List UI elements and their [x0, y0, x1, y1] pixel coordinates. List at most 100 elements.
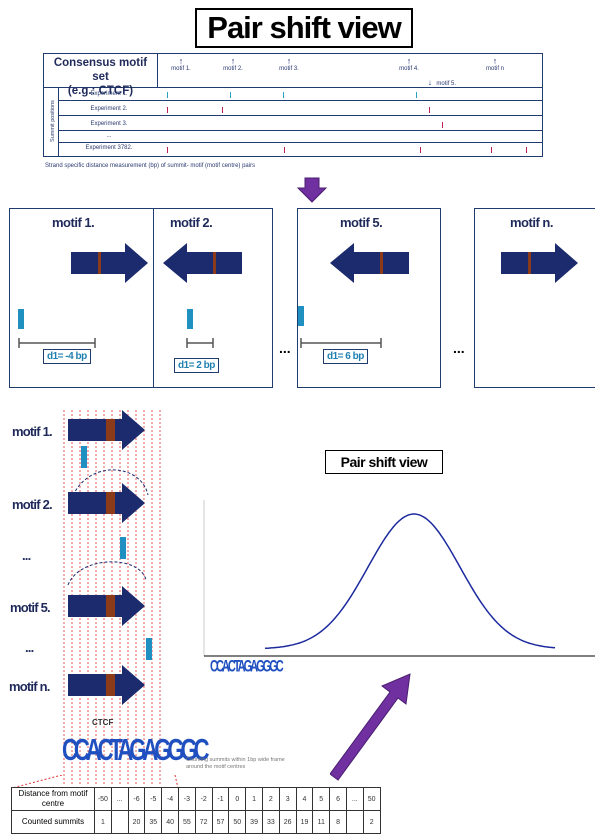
summit-bar [120, 537, 126, 559]
count-cell: 19 [295, 810, 314, 834]
motif-header-3-label: motif 3. [279, 66, 299, 72]
summit-bar [81, 446, 87, 468]
motif-arrow-right-icon [68, 410, 145, 450]
distance-count-table: Distance from motif centre -50 ... -6 -5… [11, 787, 381, 834]
motif-header-4-label: motif 4. [399, 66, 419, 72]
summit-tick [284, 147, 285, 153]
motif-arrow-right-icon [68, 586, 145, 626]
consensus-label-text: Consensus motif set (e.g.: CTCF) [53, 57, 148, 97]
panel-title-motif-n: motif n. [510, 215, 553, 230]
count-cell: 11 [312, 810, 331, 834]
distribution-curve [264, 513, 556, 650]
summit-tick [283, 92, 284, 98]
count-cell: 8 [329, 810, 347, 834]
panel-title-motif-1: motif 1. [52, 215, 95, 230]
motif-arrow-right-icon [501, 243, 578, 283]
panel-title-motif-5: motif 5. [340, 215, 383, 230]
motif-header-3: ↑ motif 3. [274, 56, 304, 72]
chart-logo-letters: CCACTAGAGGGC [210, 658, 284, 676]
motif-header-n: ↑ motif n [480, 56, 510, 72]
count-cell: 20 [127, 810, 146, 834]
distance-label-motif-1: d1= -4 bp [43, 349, 91, 364]
table-connector [11, 775, 179, 789]
summit-bar [187, 309, 193, 329]
row-line [158, 115, 542, 116]
left-label-motif-5: motif 5. [10, 600, 51, 615]
count-cell: 35 [144, 810, 163, 834]
distance-label-motif-5: d1= 6 bp [323, 349, 368, 364]
summit-bar [298, 306, 304, 326]
motif-header-4: ↑ motif 4. [394, 56, 424, 72]
experiment-row-label: Experiment 2. [90, 106, 128, 112]
distance-row-label: Distance from motif centre [11, 787, 95, 811]
up-right-arrow-icon [330, 673, 411, 781]
summit-tick [420, 147, 421, 153]
dist-cell: ... [110, 787, 129, 811]
motif-panel-group-1: motif 1. motif 2. d1= -4 bp d1= 2 bp [9, 208, 273, 388]
summit-tick [491, 147, 492, 153]
alignment-frame [62, 410, 166, 785]
summit-tick [429, 107, 430, 113]
summit-tick [526, 147, 527, 153]
summit-bar [146, 638, 152, 660]
left-label-ellipsis: ... [25, 640, 34, 655]
count-cell: 2 [362, 810, 381, 834]
count-cell [345, 810, 364, 834]
count-cell: 72 [194, 810, 213, 834]
motif-header-n-label: motif n [485, 66, 504, 72]
motif-header-2: ↑ motif 2. [218, 56, 248, 72]
motif-arrow-right-icon [68, 665, 145, 705]
summit-tick [167, 147, 168, 153]
counting-note: Counting summits within 1bp wide frame a… [186, 757, 285, 770]
panel-divider [153, 209, 154, 387]
dist-cell: 5 [312, 787, 331, 811]
count-cell: 39 [245, 810, 263, 834]
distance-row: Distance from motif centre -50 ... -6 -5… [11, 787, 381, 811]
count-row: Counted summits 1 20 35 40 55 72 57 50 3… [11, 810, 381, 834]
dist-cell: 2 [261, 787, 280, 811]
chart-title: Pair shift view [325, 450, 443, 474]
count-row-label: Counted summits [11, 810, 95, 834]
motif-table: Consensus motif set (e.g.: CTCF) ↑ motif… [43, 53, 543, 157]
left-label-motif-n: motif n. [9, 679, 50, 694]
pair-shift-chart [203, 500, 595, 657]
dist-cell: -2 [194, 787, 213, 811]
header-divider [158, 87, 542, 88]
motif-header-1: ↑ motif 1. [166, 56, 196, 72]
dist-cell: -5 [144, 787, 163, 811]
dist-cell: 50 [362, 787, 381, 811]
red-grid-lines [63, 410, 161, 785]
motif-header-5-label: motif 5. [436, 81, 457, 87]
sequence-logo: CTCF CCACTAGAGGGC [62, 718, 209, 773]
summit-tick [167, 92, 168, 98]
distance-label-motif-2: d1= 2 bp [174, 358, 219, 373]
row-line [59, 142, 158, 143]
summit-positions-label: Summit positions [50, 100, 56, 142]
logo-letters: CCACTAGAGGGC [62, 732, 209, 767]
left-label-ellipsis: ... [22, 548, 31, 563]
count-cell: 40 [161, 810, 179, 834]
summit-tick [230, 92, 231, 98]
motif-arrow-left-icon [330, 243, 409, 283]
ellipsis: ... [453, 340, 465, 356]
motif-panel-n: motif n. [474, 208, 595, 388]
left-label-motif-2: motif 2. [12, 497, 53, 512]
dist-cell: -50 [94, 787, 112, 811]
left-label-motif-1: motif 1. [12, 424, 53, 439]
consensus-label: Consensus motif set (e.g.: CTCF) [44, 54, 158, 97]
table-caption: Strand specific distance measurement (bp… [45, 163, 256, 169]
row-line [158, 142, 542, 143]
dist-cell: -4 [161, 787, 179, 811]
count-cell: 50 [228, 810, 247, 834]
dist-cell: 3 [278, 787, 297, 811]
summit-tick [222, 107, 223, 113]
count-cell: 26 [278, 810, 297, 834]
summit-tick [416, 92, 417, 98]
dist-cell: -6 [127, 787, 146, 811]
row-line [59, 100, 158, 101]
ellipsis: ... [279, 340, 291, 356]
distance-bracket [18, 338, 96, 348]
motif-arrow-right-icon [71, 243, 148, 283]
count-cell: 1 [94, 810, 112, 834]
dist-cell: ... [345, 787, 364, 811]
